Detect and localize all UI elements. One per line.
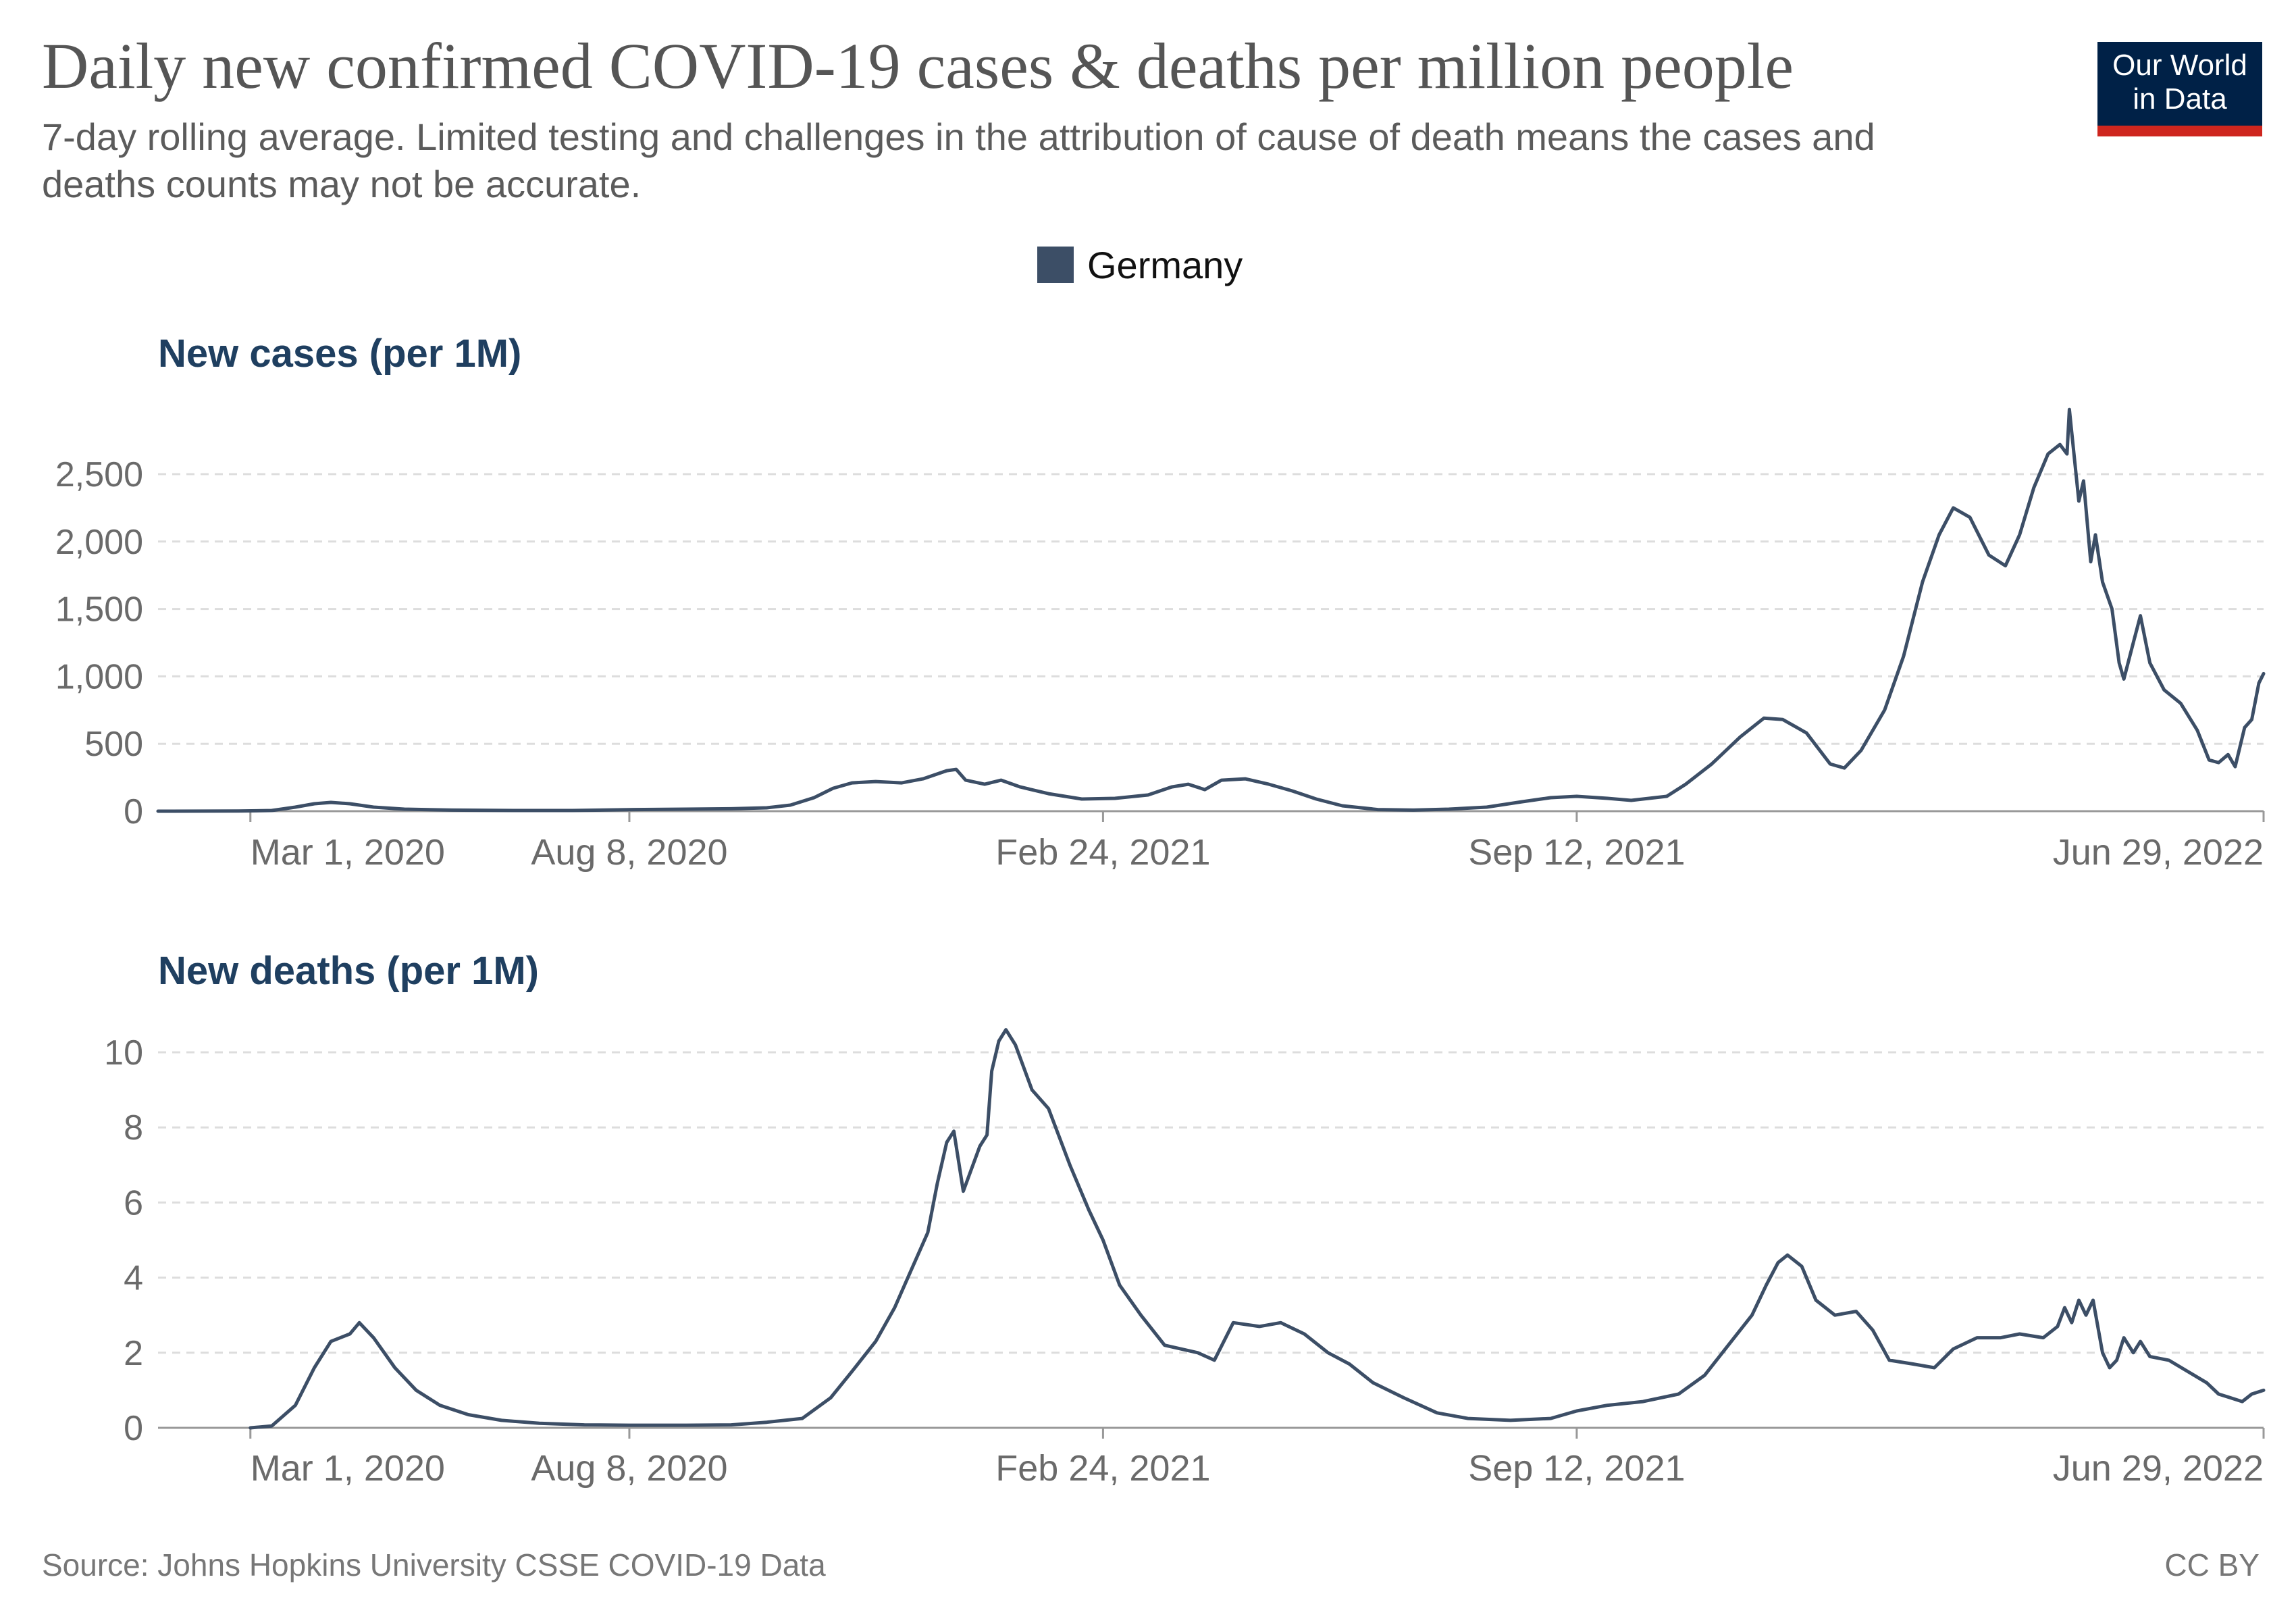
legend-label-germany: Germany bbox=[1087, 243, 1243, 286]
cases-panel-title: New cases (per 1M) bbox=[158, 332, 522, 376]
deaths-x-tick-label: Aug 8, 2020 bbox=[531, 1448, 727, 1489]
cases-x-tick-label: Jun 29, 2022 bbox=[2053, 832, 2264, 873]
cases-x-tick-label: Aug 8, 2020 bbox=[531, 832, 727, 873]
deaths-x-tick-label: Mar 1, 2020 bbox=[251, 1448, 445, 1489]
deaths-y-tick-label: 8 bbox=[124, 1108, 143, 1148]
deaths-y-tick-label: 2 bbox=[124, 1334, 143, 1373]
cases-series-line-germany bbox=[156, 407, 2266, 813]
cases-x-tick-label: Feb 24, 2021 bbox=[995, 832, 1210, 873]
legend-swatch-germany bbox=[1037, 247, 1074, 283]
deaths-y-tick-label: 10 bbox=[104, 1033, 143, 1073]
cases-x-tick-label: Sep 12, 2021 bbox=[1468, 832, 1685, 873]
license-link[interactable]: CC BY bbox=[2164, 1547, 2260, 1583]
deaths-y-tick-label: 0 bbox=[124, 1409, 143, 1448]
cases-y-tick-label: 1,500 bbox=[55, 590, 143, 629]
source-note: Source: Johns Hopkins University CSSE CO… bbox=[42, 1547, 826, 1583]
legend[interactable]: Germany bbox=[1037, 243, 1243, 286]
chart-title: Daily new confirmed COVID-19 cases & dea… bbox=[42, 30, 1794, 102]
owid-logo[interactable]: Our World in Data bbox=[2097, 42, 2262, 136]
logo-line-1: Our World bbox=[2112, 49, 2247, 82]
deaths-y-tick-label: 4 bbox=[124, 1259, 143, 1298]
deaths-panel-title: New deaths (per 1M) bbox=[158, 949, 539, 993]
deaths-y-tick-label: 6 bbox=[124, 1183, 143, 1223]
deaths-x-tick-label: Feb 24, 2021 bbox=[995, 1448, 1210, 1489]
deaths-series-line-germany bbox=[249, 1028, 2266, 1430]
deaths-x-tick-label: Sep 12, 2021 bbox=[1468, 1448, 1685, 1489]
logo-line-2: in Data bbox=[2133, 82, 2227, 115]
cases-y-tick-label: 2,500 bbox=[55, 455, 143, 494]
deaths-x-tick-label: Jun 29, 2022 bbox=[2053, 1448, 2264, 1489]
cases-y-tick-label: 1,000 bbox=[55, 657, 143, 696]
cases-y-tick-label: 0 bbox=[124, 792, 143, 831]
cases-x-tick-label: Mar 1, 2020 bbox=[251, 832, 445, 873]
cases-y-tick-label: 500 bbox=[84, 725, 143, 764]
chart-subtitle: 7-day rolling average. Limited testing a… bbox=[42, 115, 1875, 205]
cases-y-tick-label: 2,000 bbox=[55, 523, 143, 562]
